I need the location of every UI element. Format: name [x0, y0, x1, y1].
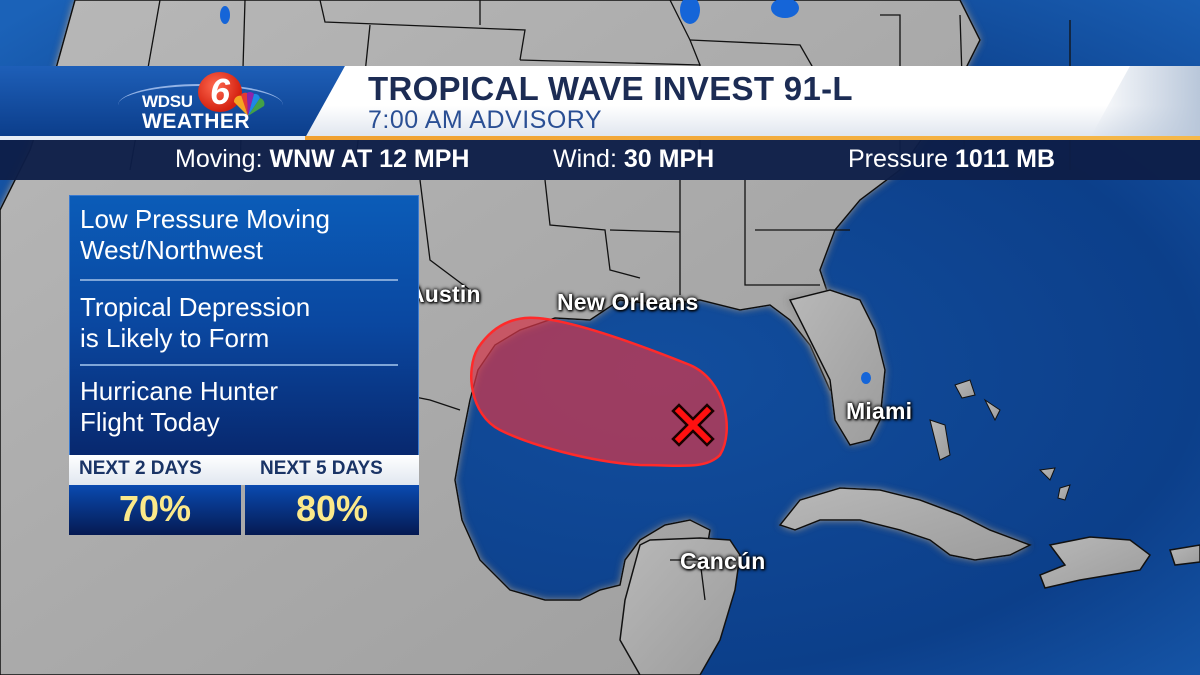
info-point: Hurricane Hunter Flight Today	[80, 376, 278, 438]
info-point-line: Tropical Depression	[80, 292, 311, 322]
puerto-rico-land	[1169, 544, 1200, 566]
moving-value: WNW AT 12 MPH	[269, 145, 470, 173]
hispaniola-land	[1039, 536, 1152, 589]
prob-label-2day: NEXT 2 DAYS	[79, 458, 202, 479]
x-mark-icon	[671, 403, 715, 447]
advisory-time: 7:00 AM ADVISORY	[368, 106, 603, 134]
yucatan-land	[619, 537, 741, 675]
channel-six-icon: 6	[198, 72, 242, 112]
divider	[80, 364, 398, 366]
florida-land	[788, 289, 886, 446]
info-panel: Low Pressure Moving West/Northwest Tropi…	[69, 195, 419, 457]
info-point-line: Flight Today	[80, 407, 220, 437]
city-label-cancun: Cancún	[680, 548, 766, 574]
info-point: Low Pressure Moving West/Northwest	[80, 204, 330, 266]
info-point: Tropical Depression is Likely to Form	[80, 292, 310, 354]
bahamas-land	[929, 379, 1071, 501]
prob-value-5day: 80%	[295, 488, 369, 529]
nbc-peacock-icon	[233, 92, 265, 116]
station-logo: 6 WDSU WEATHER	[118, 70, 283, 136]
probability-header: NEXT 2 DAYS NEXT 5 DAYS	[69, 455, 419, 485]
logo-weather: WEATHER	[142, 110, 251, 133]
pressure-value: 1011 MB	[955, 145, 1056, 173]
city-label-austin: Austin	[408, 281, 481, 307]
prob-value-5day-box: 80%	[245, 485, 419, 535]
wind-stat: Wind: 30 MPH	[553, 145, 714, 174]
info-point-line: West/Northwest	[80, 235, 264, 265]
city-label-miami: Miami	[846, 398, 913, 424]
city-label-new-orleans: New Orleans	[557, 289, 699, 315]
header-title-band	[305, 66, 1200, 138]
moving-label: Moving:	[175, 145, 263, 173]
divider	[80, 279, 398, 281]
lakes	[220, 0, 871, 384]
pressure-stat: Pressure 1011 MB	[848, 145, 1055, 174]
logo-brand: WDSU	[142, 92, 193, 111]
cuba-land	[778, 487, 1032, 561]
moving-stat: Moving: WNW AT 12 MPH	[175, 145, 470, 174]
development-area	[470, 316, 728, 468]
info-point-line: Low Pressure Moving	[80, 204, 330, 234]
pressure-label: Pressure	[848, 145, 949, 173]
storm-stats-bar: Moving: WNW AT 12 MPH Wind: 30 MPH Press…	[0, 140, 1200, 180]
prob-label-5day: NEXT 5 DAYS	[260, 458, 383, 479]
info-point-line: is Likely to Form	[80, 323, 270, 353]
info-point-line: Hurricane Hunter	[80, 376, 278, 406]
prob-value-2day: 70%	[118, 488, 192, 529]
header-divider-left	[0, 136, 320, 140]
page-title: TROPICAL WAVE INVEST 91-L	[368, 70, 853, 107]
prob-value-2day-box: 70%	[69, 485, 241, 535]
header-divider-accent	[305, 136, 1200, 140]
wind-label: Wind:	[553, 145, 617, 173]
wind-value: 30 MPH	[623, 145, 715, 173]
